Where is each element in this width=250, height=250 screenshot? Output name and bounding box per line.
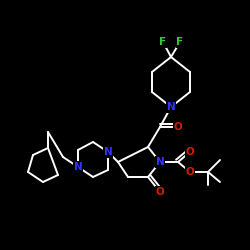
Text: F: F xyxy=(160,37,166,47)
Text: O: O xyxy=(186,167,194,177)
Text: O: O xyxy=(186,147,194,157)
Text: F: F xyxy=(176,37,184,47)
Text: N: N xyxy=(74,162,82,172)
Text: N: N xyxy=(156,157,164,167)
Text: O: O xyxy=(174,122,182,132)
Text: N: N xyxy=(104,147,112,157)
Text: N: N xyxy=(166,102,175,112)
Text: O: O xyxy=(156,187,164,197)
